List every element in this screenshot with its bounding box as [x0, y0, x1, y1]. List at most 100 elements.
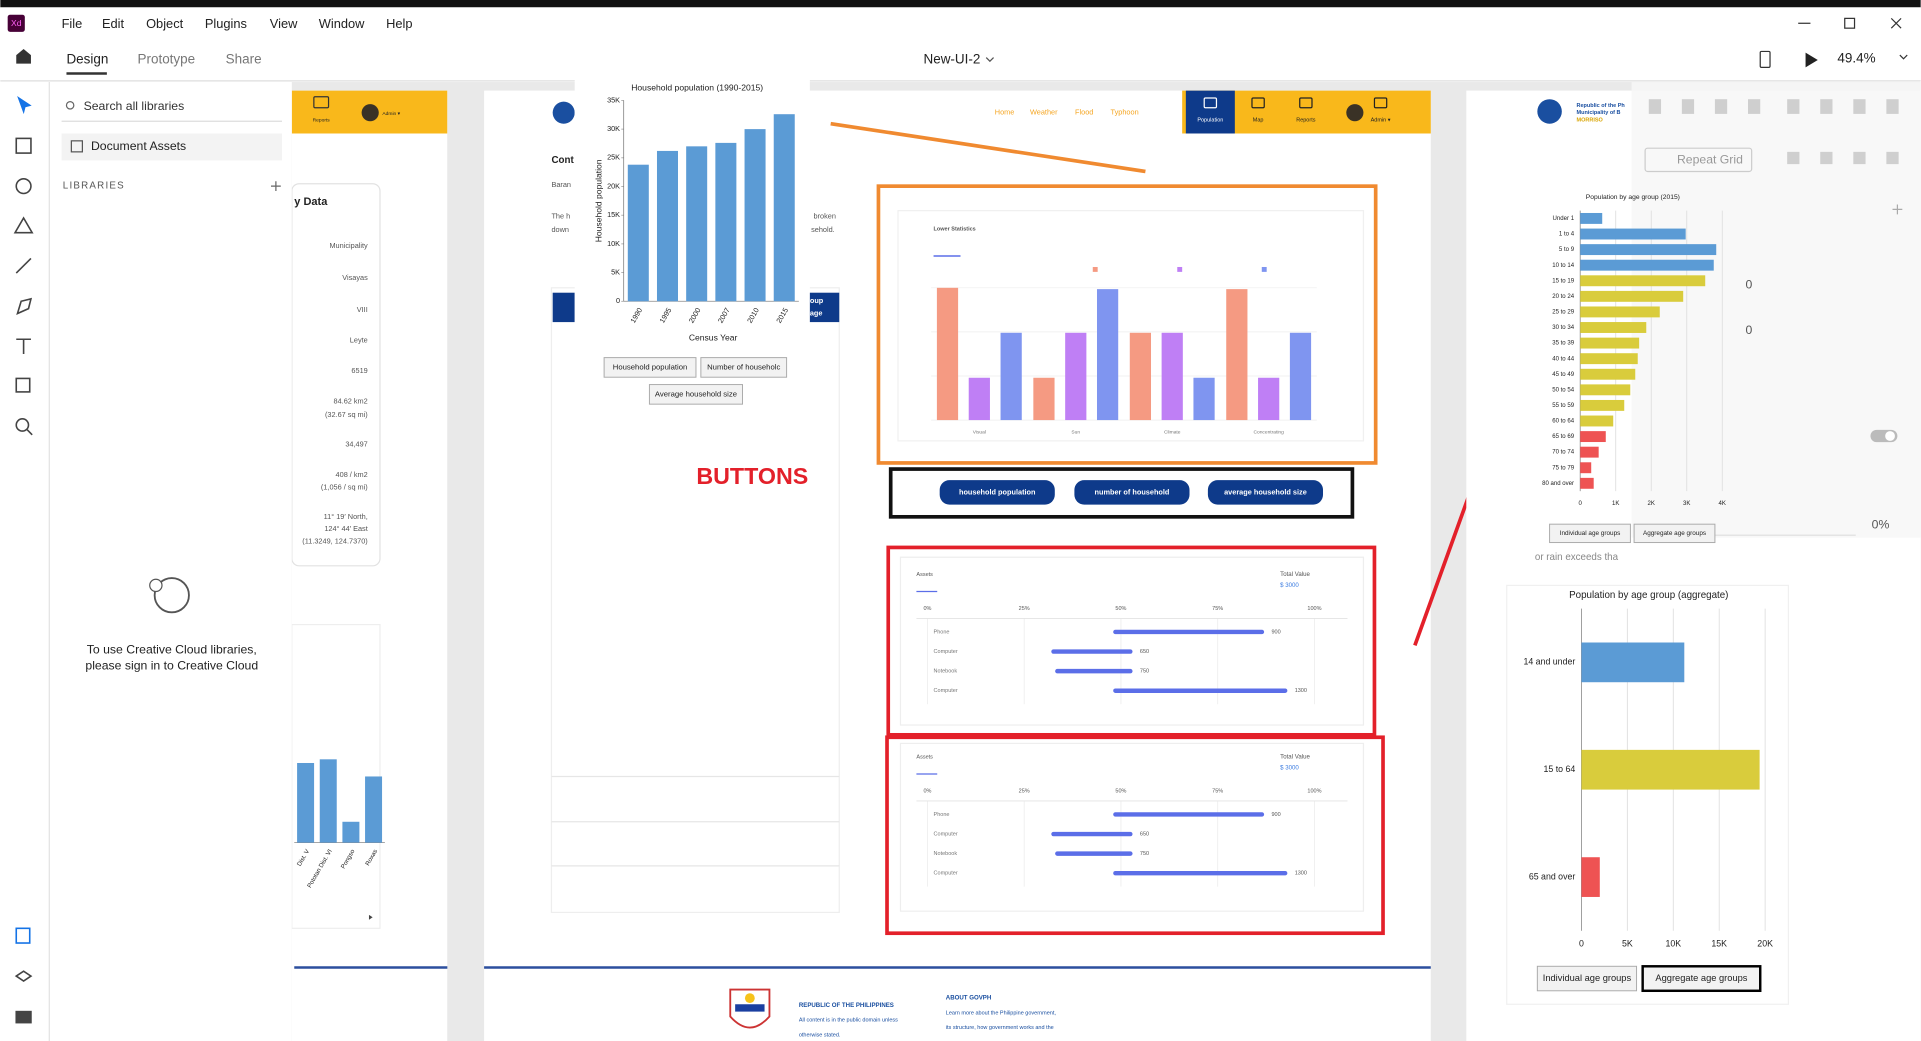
bar: [1055, 668, 1133, 674]
chart-button[interactable]: [1549, 523, 1631, 544]
button-label: oup: [810, 296, 824, 305]
menu-item[interactable]: Plugins: [205, 16, 247, 31]
document-assets-row[interactable]: [61, 133, 283, 161]
tab-button[interactable]: [806, 292, 840, 323]
menu-item[interactable]: File: [62, 16, 83, 31]
opacity-value[interactable]: 0%: [1872, 518, 1890, 532]
body-text: broken: [814, 212, 836, 221]
nav-tab[interactable]: Population: [1197, 117, 1223, 123]
value-label: 900: [1271, 812, 1280, 818]
chart-button-label[interactable]: Individual age groups: [1543, 973, 1632, 983]
zoom-dropdown[interactable]: [1899, 54, 1908, 60]
chart-button[interactable]: [1633, 523, 1716, 544]
menu-item[interactable]: Object: [146, 16, 184, 31]
footer-text: otherwise stated.: [799, 1032, 841, 1038]
chart-button-label[interactable]: Aggregate age groups: [1643, 530, 1706, 537]
add-library[interactable]: [270, 181, 281, 192]
close-button[interactable]: [1890, 17, 1902, 29]
chart-title: Population by age group (2015): [1586, 194, 1680, 201]
menu-item[interactable]: Edit: [102, 16, 125, 31]
bar: [744, 129, 766, 302]
chart-button[interactable]: [603, 357, 697, 378]
nav-tab[interactable]: Map: [1253, 117, 1264, 123]
chart-button-label[interactable]: Average household size: [655, 389, 737, 398]
x-tick-label: 3K: [1683, 501, 1690, 507]
toolbar: [0, 82, 50, 1041]
legend-swatch: [1092, 266, 1098, 272]
x-tick-label: 20K: [1757, 939, 1773, 949]
left-artboard-text: Reports Admin ▾ y Data Municipality Visayas V…: [294, 111, 400, 545]
repeat-grid-button[interactable]: [1644, 147, 1753, 173]
button-label[interactable]: number of household: [1095, 487, 1170, 496]
title-bar: [0, 7, 1921, 81]
nav-tab[interactable]: Reports: [1296, 117, 1316, 123]
footer-text: REPUBLIC OF THE PHILIPPINES: [799, 1002, 894, 1009]
tab-button[interactable]: [552, 292, 575, 323]
x-tick-label: 75%: [1212, 789, 1223, 795]
zoom-level[interactable]: 49.4%: [1837, 50, 1875, 65]
bar: [319, 759, 337, 843]
add-button[interactable]: [1892, 204, 1903, 215]
property-value[interactable]: 0: [1746, 278, 1753, 292]
search-icon: [65, 101, 75, 110]
nav-label: Reports: [313, 117, 331, 123]
nav-link[interactable]: Flood: [1075, 108, 1093, 117]
heading: Cont: [551, 155, 574, 166]
menu-item[interactable]: View: [270, 16, 298, 31]
button[interactable]: [1207, 480, 1324, 505]
repeat-grid-label[interactable]: Repeat Grid: [1677, 153, 1743, 167]
nav-link[interactable]: Home: [995, 108, 1015, 117]
fact-value: (11.3249, 124.7370): [302, 536, 367, 545]
mode-tab[interactable]: Prototype: [137, 52, 195, 67]
bar: [1580, 244, 1717, 256]
bar: [1580, 275, 1706, 287]
button[interactable]: [939, 480, 1055, 505]
library-search[interactable]: Search all libraries: [84, 99, 185, 113]
tool-icons[interactable]: [13, 95, 34, 1024]
chart-button[interactable]: [1641, 965, 1762, 993]
button[interactable]: [1074, 480, 1190, 505]
y-tick-label: 10K: [607, 239, 620, 248]
bar: [365, 776, 383, 843]
chart-button[interactable]: [1536, 965, 1638, 992]
value-label: 1300: [1295, 688, 1307, 694]
chart-button[interactable]: [700, 357, 788, 378]
fact-value: (1,056 / sq mi): [321, 482, 368, 491]
bar: [1580, 462, 1592, 474]
mode-tab[interactable]: Design: [66, 52, 108, 67]
chart-button-label[interactable]: Individual age groups: [1560, 530, 1621, 537]
mode-tab[interactable]: Share: [226, 52, 262, 67]
nav-link[interactable]: Weather: [1030, 108, 1058, 117]
restore-button[interactable]: [1844, 17, 1856, 29]
nav-tab[interactable]: Admin ▾: [1371, 117, 1391, 123]
nav-link[interactable]: Typhoon: [1111, 108, 1139, 117]
property-value[interactable]: 0: [1746, 323, 1753, 337]
x-tick-label: 2K: [1648, 501, 1655, 507]
fact-value: VIII: [357, 305, 368, 314]
device-preview-icon[interactable]: [1759, 50, 1771, 68]
bar: [1113, 629, 1265, 635]
chart-title: Household population (1990-2015): [631, 82, 763, 92]
play-icon[interactable]: [1805, 52, 1818, 68]
chart-button-label[interactable]: Number of householc: [707, 362, 780, 371]
document-assets[interactable]: Document Assets: [91, 139, 186, 153]
chart-button-label[interactable]: Household population: [613, 362, 688, 371]
x-tick-label: 10K: [1665, 939, 1681, 949]
align-icons[interactable]: [1648, 99, 1899, 165]
x-tick-label: 0%: [923, 789, 931, 795]
menu-item[interactable]: Help: [386, 16, 412, 31]
footer-text: Learn more about the Philippine governme…: [946, 1010, 1057, 1016]
bar: [1580, 337, 1640, 349]
chart-button-label[interactable]: Aggregate age groups: [1655, 973, 1747, 983]
document-title[interactable]: New-UI-2: [923, 52, 980, 67]
menu-item[interactable]: Window: [319, 16, 365, 31]
legend-swatch: [1261, 266, 1267, 272]
button-label[interactable]: average household size: [1224, 487, 1307, 496]
button-label[interactable]: household population: [959, 487, 1036, 496]
active-nav-tab: [1185, 90, 1235, 134]
x-tick-label: 15K: [1711, 939, 1727, 949]
home-icon[interactable]: [16, 48, 31, 64]
total-value: $ 3000: [1280, 765, 1299, 772]
annotation-box: [888, 467, 1355, 519]
chart-button[interactable]: [648, 384, 743, 405]
